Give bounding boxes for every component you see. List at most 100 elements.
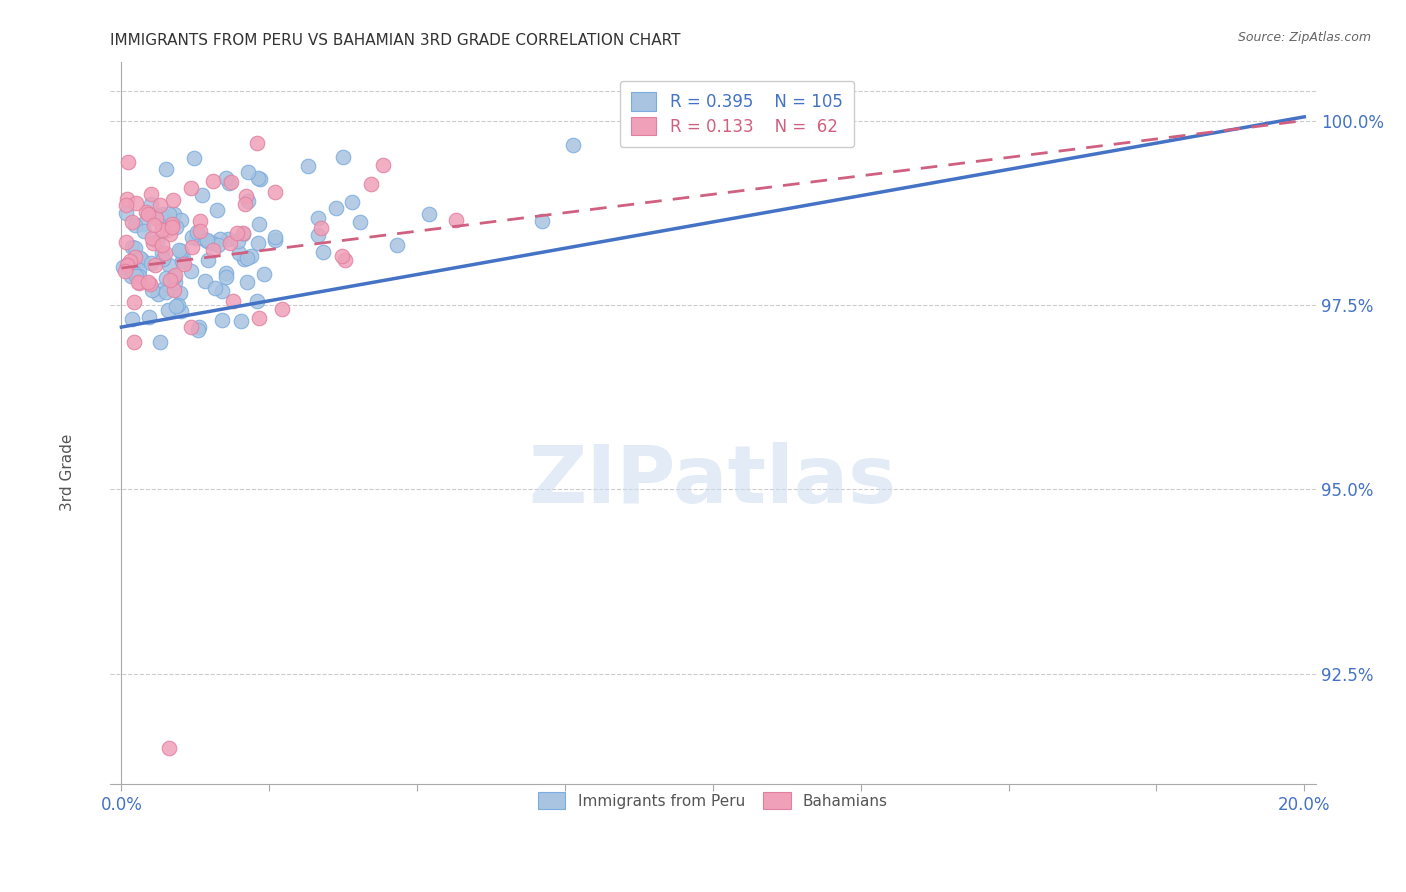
Point [309,221,332,235]
Point [159,272,181,286]
Point [229,314,252,328]
Point [157,259,180,273]
Point [180,320,202,334]
Point [264,233,287,247]
Point [232,227,254,241]
Point [219,235,242,250]
Point [124,241,146,255]
Point [187,323,209,337]
Point [232,226,254,240]
Point [115,235,138,249]
Point [165,220,187,235]
Point [121,239,143,253]
Point [173,257,195,271]
Point [139,186,162,201]
Point [162,194,184,208]
Point [246,235,269,250]
Point [163,270,186,285]
Point [128,252,150,266]
Point [134,224,156,238]
Point [180,180,202,194]
Point [146,234,169,248]
Point [201,236,224,251]
Point [233,197,256,211]
Point [163,268,186,283]
Point [149,209,172,223]
Point [141,283,163,297]
Point [332,150,354,164]
Point [150,215,173,229]
Point [418,207,440,221]
Point [349,214,371,228]
Point [149,334,172,349]
Point [238,194,260,209]
Point [219,175,242,189]
Point [186,225,208,239]
Point [117,155,139,169]
Point [150,245,173,260]
Point [153,246,176,260]
Point [121,215,143,229]
Point [233,252,256,266]
Point [249,171,271,186]
Point [531,214,554,228]
Point [446,213,468,227]
Point [188,224,211,238]
Point [127,275,149,289]
Point [131,252,153,267]
Point [124,218,146,232]
Point [682,106,704,120]
Point [217,232,239,246]
Point [297,159,319,173]
Point [117,192,139,206]
Point [155,285,177,300]
Point [155,271,177,285]
Point [235,189,257,203]
Point [202,174,225,188]
Point [236,164,259,178]
Point [138,310,160,325]
Point [122,335,145,350]
Point [167,243,190,257]
Point [145,211,167,225]
Point [271,301,294,316]
Point [139,277,162,291]
Point [333,252,356,267]
Point [188,320,211,334]
Point [215,171,238,186]
Point [169,286,191,301]
Point [125,196,148,211]
Point [142,236,165,251]
Legend: Immigrants from Peru, Bahamians: Immigrants from Peru, Bahamians [530,785,896,816]
Point [165,299,187,313]
Point [197,253,219,268]
Point [163,283,186,297]
Point [218,176,240,190]
Point [128,276,150,290]
Point [112,260,135,274]
Point [201,243,224,257]
Point [264,185,287,199]
Point [204,281,226,295]
Point [180,230,202,244]
Point [247,217,270,231]
Point [125,268,148,283]
Point [222,293,245,308]
Point [132,217,155,231]
Point [184,230,207,244]
Point [194,274,217,288]
Point [191,230,214,244]
Point [156,223,179,237]
Point [207,238,229,252]
Point [205,202,228,217]
Point [143,259,166,273]
Point [247,171,270,186]
Point [340,195,363,210]
Point [235,252,257,266]
Point [167,298,190,312]
Point [561,137,583,152]
Point [215,269,238,284]
Point [138,207,160,221]
Point [115,198,138,212]
Point [307,227,329,242]
